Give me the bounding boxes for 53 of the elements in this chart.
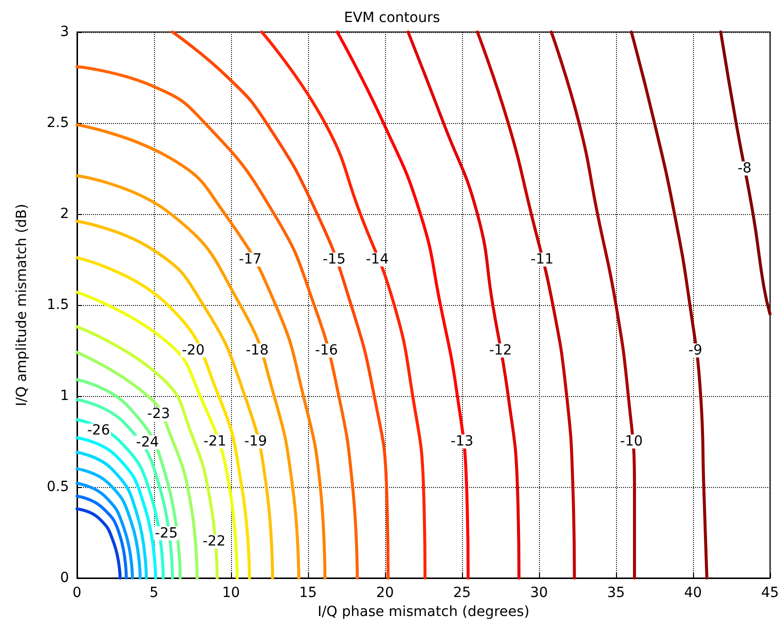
x-tick-label: 15 xyxy=(299,585,317,601)
series-label: -10 xyxy=(620,434,643,450)
series-label: -13 xyxy=(450,434,474,450)
y-tick-label: 3 xyxy=(60,24,69,40)
line-series xyxy=(76,507,122,580)
series-label: -25 xyxy=(154,525,178,542)
x-tick-label: 10 xyxy=(222,585,240,601)
series-label: -22 xyxy=(202,534,226,550)
series-label: -15 xyxy=(322,252,346,268)
series-label: -12 xyxy=(489,342,512,358)
line-series xyxy=(719,30,772,316)
line-series xyxy=(76,494,128,580)
line-series xyxy=(406,30,520,580)
series-label: -8 xyxy=(738,160,752,176)
line-series xyxy=(76,65,359,580)
series-label: -9 xyxy=(688,342,702,358)
line-series xyxy=(76,450,148,580)
y-tick-label: 2 xyxy=(60,206,69,222)
line-series xyxy=(76,220,274,580)
series-label: -18 xyxy=(246,342,269,358)
series-label: -24 xyxy=(136,434,159,450)
x-axis-title: I/Q phase mismatch (degrees) xyxy=(318,604,530,620)
y-tick-label: 1.5 xyxy=(46,297,69,313)
chart-title: EVM contours xyxy=(344,10,440,26)
x-tick-label: 45 xyxy=(761,585,779,601)
series-label: -14 xyxy=(366,252,389,268)
series-label: -11 xyxy=(530,252,554,268)
y-axis-title: I/Q amplitude mismatch (dB) xyxy=(14,204,30,406)
line-series xyxy=(76,482,134,580)
series-label: -17 xyxy=(238,252,262,268)
series-label: -19 xyxy=(244,434,268,450)
x-tick-label: 20 xyxy=(376,585,394,601)
x-tick-label: 0 xyxy=(72,585,82,601)
x-tick-label: 35 xyxy=(607,585,625,601)
series-label: -21 xyxy=(203,434,226,450)
x-tick-label: 25 xyxy=(453,585,471,601)
x-tick-label: 5 xyxy=(150,585,158,601)
series-label: -20 xyxy=(182,342,205,358)
line-series xyxy=(76,174,300,580)
series-label: -23 xyxy=(147,406,170,422)
line-series xyxy=(76,436,158,580)
y-tick-label: 2.5 xyxy=(46,115,69,131)
series-label: -26 xyxy=(87,422,110,439)
y-tick-label: 1 xyxy=(60,388,69,404)
line-series xyxy=(76,378,182,580)
line-series xyxy=(76,467,142,580)
y-tick-label: 0.5 xyxy=(46,479,69,495)
x-tick-label: 40 xyxy=(684,585,702,601)
y-tick-label: 0 xyxy=(60,570,69,586)
series-label: -16 xyxy=(315,342,338,358)
x-tick-label: 30 xyxy=(530,585,548,601)
line-series xyxy=(76,290,239,580)
line-series xyxy=(476,30,576,580)
